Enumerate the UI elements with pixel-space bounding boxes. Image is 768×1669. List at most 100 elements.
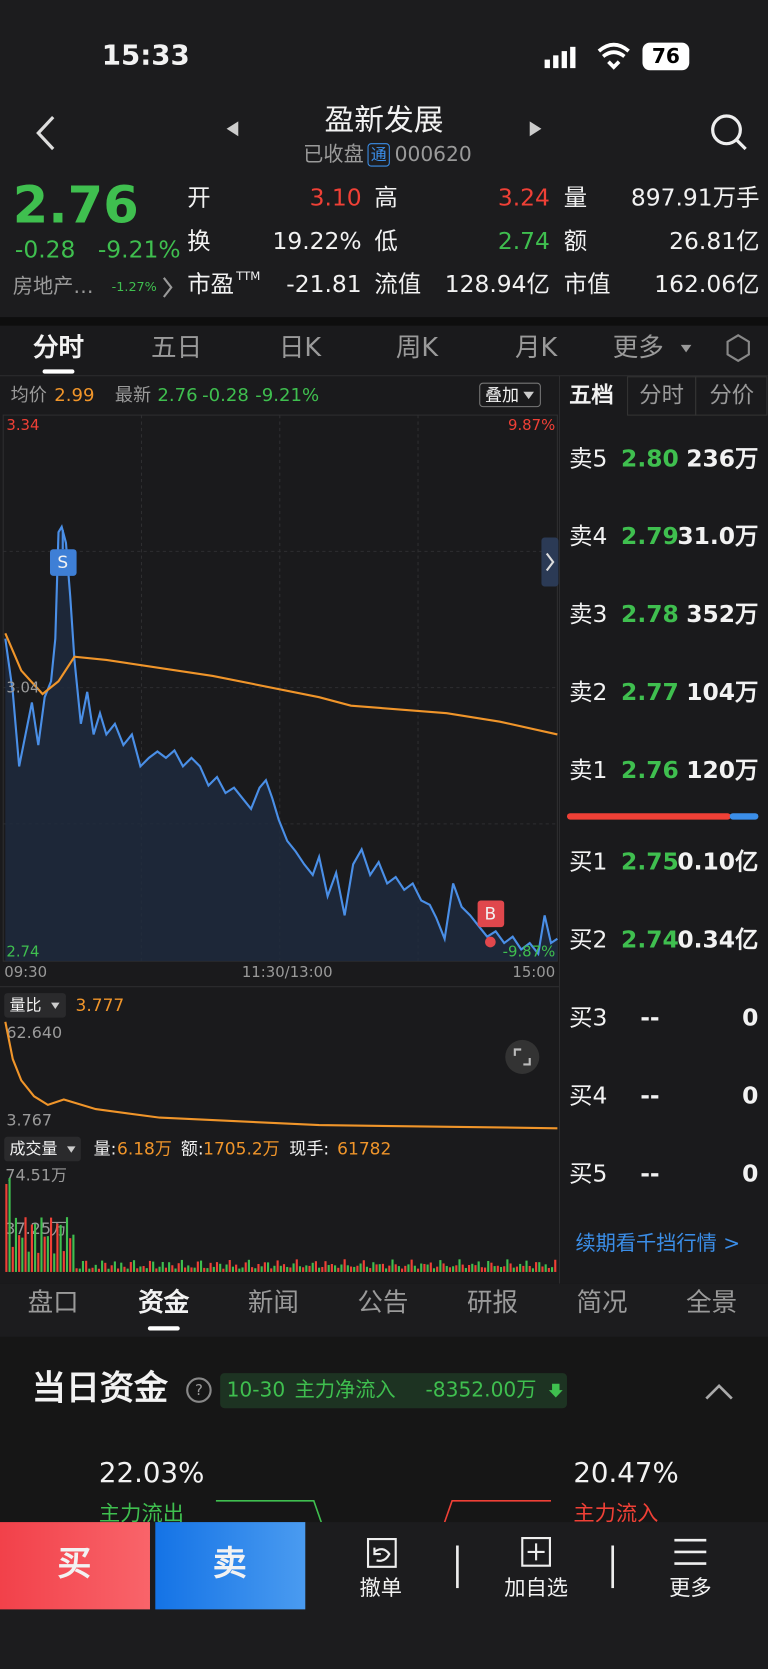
ob-label: 卖3 [569,600,607,628]
buy-button[interactable] [0,1522,150,1610]
search-handle [736,139,747,151]
ratio-buy [729,813,759,820]
ob-label: 卖2 [569,678,607,706]
search[interactable] [711,114,742,146]
volume-bar [282,1264,286,1272]
market-state: 已收盘 [303,142,364,166]
volume-bar [327,1265,330,1272]
volume-bar [123,1266,126,1272]
volume-bar [509,1263,512,1272]
expand-tab[interactable] [541,537,559,587]
volume-bar [78,1268,81,1272]
out-pct: 22.03% [99,1456,204,1489]
price-high: 3.34 [6,416,39,434]
volume-bar [404,1265,407,1272]
avg: 2.99 [54,385,94,406]
ob-price: -- [640,1159,659,1187]
depth-link[interactable]: 续期看千挡行情 > [575,1231,740,1255]
volume-bar [174,1268,177,1272]
ob-tab[interactable]: 分价 [709,382,754,408]
collapse[interactable] [705,1383,733,1400]
vol-title: 成交量 [10,1139,58,1158]
cancel[interactable]: 撤单 [360,1576,403,1601]
volume-bar [461,1264,464,1272]
buy-box [477,900,505,928]
volume-bar [117,1268,120,1272]
stat-value: 128.94亿 [445,270,550,298]
volume-bar [458,1259,461,1272]
more[interactable]: 更多 [669,1576,712,1601]
latest: 2.76 [157,385,197,406]
fullscreen[interactable] [505,1039,540,1074]
fund-date: 10-30 [227,1378,286,1402]
next[interactable] [529,121,542,137]
amt-label: 额: [181,1140,204,1160]
dropdown [51,1002,60,1010]
ob-price: 2.79 [621,522,679,550]
stat-value: 19.22% [272,227,361,255]
sector-pct: -1.27% [112,280,157,295]
prev[interactable] [226,121,239,137]
volume-bar [474,1265,477,1272]
settings[interactable] [726,334,750,363]
info-tab[interactable]: 资金 [138,1288,189,1318]
sector-arrow[interactable] [162,277,173,298]
volume-bar [168,1262,171,1272]
volume-bar [445,1265,448,1272]
stat-value: 26.81亿 [669,227,759,255]
info-tab[interactable]: 研报 [467,1288,518,1318]
chart-tab[interactable]: 分时 [33,333,84,363]
chart-tab[interactable]: 日K [279,333,323,363]
ob-tab[interactable]: 五档 [569,382,614,408]
time-start: 09:30 [4,963,47,981]
chart-tab[interactable]: 月K [515,333,559,363]
volume-bar [531,1268,534,1272]
info-tab[interactable]: 全景 [686,1288,737,1318]
overlay-box[interactable] [479,382,541,408]
tab-underline [147,1326,180,1331]
cancel-icon [366,1538,397,1568]
info-tab[interactable]: 新闻 [248,1288,299,1318]
ob-volume: 31.0万 [677,522,758,550]
volume-bar [305,1265,308,1272]
stat-label: 市值 [564,270,611,298]
volume-bar [180,1259,183,1272]
chart-tab[interactable]: 周K [396,333,440,363]
sell: 卖 [213,1544,247,1584]
vr-box[interactable] [4,993,66,1018]
volume-bar [547,1267,550,1272]
watch[interactable]: 加自选 [504,1576,568,1601]
vol-box[interactable] [4,1136,81,1162]
volume-bar [148,1260,152,1272]
back[interactable] [36,115,55,151]
stat-label: 流值 [374,270,421,298]
volume-bar [471,1263,474,1272]
volume-bar [107,1268,110,1272]
volume-bar [353,1266,356,1272]
volume-bar [503,1266,506,1272]
info-tab[interactable]: 简况 [577,1288,628,1318]
volume-bar [356,1265,359,1272]
volume-bar [455,1265,458,1272]
volume-bar [113,1261,116,1272]
in-pct: 20.47% [573,1456,678,1489]
stat-label: 高 [374,184,397,212]
volume-bar [420,1263,423,1272]
volume-bar [27,1251,30,1272]
ob-label: 买3 [569,1004,607,1032]
info-tab[interactable]: 盘口 [28,1288,79,1318]
chart-tab[interactable]: 更多 [613,333,664,363]
vol-label: 量: [94,1140,117,1160]
info-tab[interactable]: 公告 [357,1288,408,1318]
stock-name: 盈新发展 [324,103,443,138]
chart-tab[interactable]: 五日 [151,333,202,363]
help[interactable] [186,1377,212,1403]
volume-bar [487,1260,490,1272]
ob-label: 卖4 [569,522,607,550]
price-line [4,524,558,957]
sell-button[interactable] [155,1522,306,1610]
ob-tab[interactable]: 分时 [639,382,684,408]
volume-bar [397,1266,400,1272]
ob-volume: 0 [742,1159,758,1187]
